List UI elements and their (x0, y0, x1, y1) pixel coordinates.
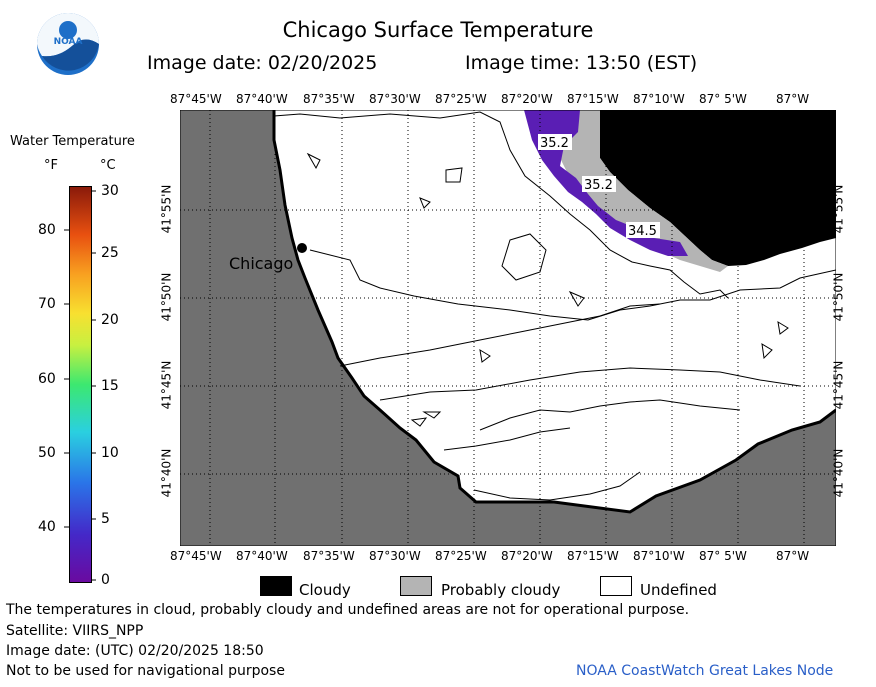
legend-swatch-undefined (600, 576, 632, 596)
colorbar-c-tick: 5 (101, 511, 110, 527)
legend-label-undefined: Undefined (640, 581, 717, 599)
lon-label-top: 87°30'W (369, 92, 421, 106)
colorbar-c-tick: 25 (101, 245, 119, 261)
colorbar-unit-f: °F (44, 158, 58, 173)
colorbar-f-tick: 40 (38, 519, 56, 535)
lon-label-top: 87°W (776, 92, 810, 106)
noaa-logo-text: NOAA (54, 37, 83, 47)
colorbar-f-tick: 70 (38, 296, 56, 312)
isotherm-label: 34.5 (628, 224, 657, 239)
page-title: Chicago Surface Temperature (282, 18, 594, 42)
nav-warning: Not to be used for navigational purpose (6, 663, 285, 679)
colorbar-unit-c: °C (100, 158, 116, 173)
lon-label-bottom: 87°40'W (236, 549, 288, 563)
legend-swatch-cloudy (260, 576, 292, 596)
lon-label-top: 87° 5'W (699, 92, 747, 106)
colorbar-title: Water Temperature (10, 134, 135, 149)
cold-water-area (524, 110, 688, 256)
lon-label-bottom: 87°45'W (170, 549, 222, 563)
lon-label-top: 87°15'W (567, 92, 619, 106)
isotherm-label: 35.2 (540, 136, 569, 151)
lon-label-top: 87°40'W (236, 92, 288, 106)
lon-label-top: 87°10'W (633, 92, 685, 106)
city-marker (297, 243, 307, 253)
lat-label-left: 41°45'N (159, 360, 174, 410)
colorbar-f-tick: 60 (38, 371, 56, 387)
lon-label-bottom: 87°15'W (567, 549, 619, 563)
isotherm-contours (273, 111, 836, 501)
satellite: Satellite: VIIRS_NPP (6, 623, 144, 639)
colorbar-c-tick: 0 (101, 572, 110, 588)
lon-label-bottom: 87°35'W (303, 549, 355, 563)
noaa-logo-icon: NOAA (37, 13, 99, 75)
lat-label-right: 41°55'N (831, 184, 846, 234)
image-time: Image time: 13:50 (EST) (465, 52, 698, 74)
lon-label-bottom: 87° 5'W (699, 549, 747, 563)
city-label: Chicago (229, 254, 293, 273)
lon-label-bottom: 87°W (776, 549, 810, 563)
land-area (180, 110, 836, 546)
graticule (180, 110, 836, 546)
lon-label-top: 87°35'W (303, 92, 355, 106)
lat-label-left: 41°40'N (159, 448, 174, 498)
credit: NOAA CoastWatch Great Lakes Node (576, 663, 834, 679)
probably-cloudy-area (552, 110, 728, 272)
colorbar-c-tick: 10 (101, 445, 119, 461)
colorbar-c-tick: 15 (101, 378, 119, 394)
lon-label-bottom: 87°10'W (633, 549, 685, 563)
lat-label-right: 41°50'N (831, 272, 846, 322)
colorbar-ticks (64, 190, 96, 581)
lon-label-top: 87°20'W (501, 92, 553, 106)
utc-date: Image date: (UTC) 02/20/2025 18:50 (6, 643, 264, 659)
disclaimer: The temperatures in cloud, probably clou… (6, 602, 690, 618)
lon-label-top: 87°25'W (435, 92, 487, 106)
lon-label-bottom: 87°30'W (369, 549, 421, 563)
isotherm-label: 35.2 (584, 178, 613, 193)
lat-label-left: 41°50'N (159, 272, 174, 322)
colorbar-f-tick: 80 (38, 222, 56, 238)
image-date: Image date: 02/20/2025 (147, 52, 378, 74)
cloud-area (600, 110, 836, 266)
map-panel: 35.2 35.2 34.5 Chicago (180, 110, 836, 546)
lat-label-right: 41°40'N (831, 448, 846, 498)
legend-label-cloudy: Cloudy (299, 581, 351, 599)
colorbar-c-tick: 20 (101, 312, 119, 328)
colorbar-c-tick: 30 (101, 183, 119, 199)
lat-label-right: 41°45'N (831, 360, 846, 410)
colorbar (69, 186, 92, 583)
lon-label-bottom: 87°20'W (501, 549, 553, 563)
legend-label-probably-cloudy: Probably cloudy (441, 581, 561, 599)
lon-label-top: 87°45'W (170, 92, 222, 106)
lon-label-bottom: 87°25'W (435, 549, 487, 563)
lat-label-left: 41°55'N (159, 184, 174, 234)
legend-swatch-probably-cloudy (400, 576, 432, 596)
colorbar-f-tick: 50 (38, 445, 56, 461)
